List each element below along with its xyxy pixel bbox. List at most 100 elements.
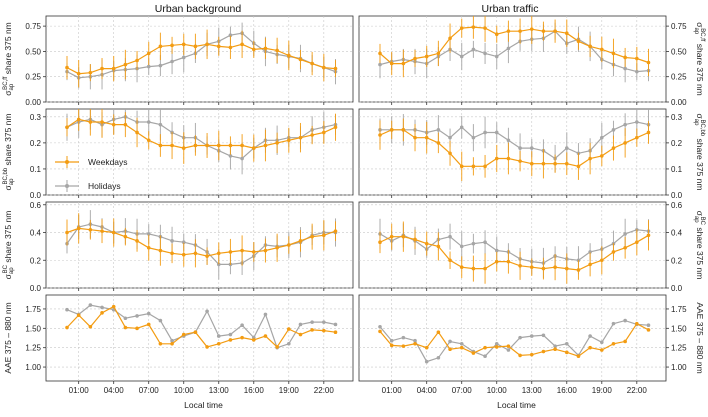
panel-frame (45, 201, 354, 289)
data-point-weekdays (135, 130, 139, 135)
data-point-holidays (541, 333, 546, 338)
data-point-weekdays (494, 259, 499, 264)
data-point-holidays (158, 122, 163, 127)
y-tick-label: 1.00 (25, 363, 41, 372)
data-point-weekdays (170, 43, 174, 48)
data-point-weekdays (378, 240, 382, 245)
data-point-weekdays (216, 143, 221, 148)
data-point-weekdays (88, 324, 93, 329)
x-axis-label: Local time (497, 400, 536, 410)
data-point-holidays (564, 146, 569, 150)
data-point-weekdays (275, 48, 279, 53)
data-point-weekdays (76, 226, 81, 231)
series-line-weekdays (66, 118, 336, 149)
data-point-holidays (635, 120, 639, 124)
data-point-weekdays (413, 342, 417, 346)
data-point-weekdays (181, 252, 186, 257)
data-point-holidays (646, 323, 651, 328)
series-line-weekdays (379, 234, 649, 271)
data-point-weekdays (310, 234, 314, 239)
data-point-weekdays (529, 27, 534, 31)
data-point-weekdays (275, 245, 279, 250)
series-line-weekdays (66, 305, 336, 348)
data-point-weekdays (205, 254, 209, 258)
data-point-weekdays (541, 29, 546, 33)
legend-marker (65, 160, 69, 164)
data-point-weekdays (506, 259, 511, 264)
data-point-weekdays (111, 230, 116, 235)
y-tick-label: 1.50 (671, 324, 687, 333)
data-point-weekdays (436, 141, 441, 145)
data-point-weekdays (216, 251, 221, 256)
data-point-weekdays (389, 234, 394, 239)
data-point-holidays (181, 55, 186, 60)
data-point-weekdays (65, 230, 69, 235)
data-point-weekdays (541, 349, 546, 354)
data-point-weekdays (518, 264, 522, 268)
data-point-weekdays (553, 29, 557, 33)
y-axis-label: σapBC share 375 nm (693, 211, 705, 280)
data-point-weekdays (251, 250, 256, 254)
data-point-weekdays (322, 65, 326, 70)
data-point-holidays (471, 47, 476, 52)
data-point-weekdays (564, 31, 569, 35)
data-point-weekdays (611, 250, 616, 254)
data-point-holidays (494, 248, 499, 253)
data-point-weekdays (588, 44, 592, 49)
x-tick-label: 22:00 (627, 386, 648, 395)
data-point-weekdays (599, 154, 604, 158)
data-point-holidays (529, 334, 534, 338)
data-point-weekdays (181, 332, 186, 337)
data-point-weekdays (553, 265, 557, 269)
data-point-weekdays (389, 128, 394, 132)
data-point-holidays (146, 232, 151, 236)
data-point-holidays (436, 128, 441, 132)
data-point-holidays (483, 130, 487, 135)
data-point-weekdays (310, 328, 314, 332)
data-point-weekdays (378, 133, 382, 137)
data-point-weekdays (286, 327, 291, 331)
y-tick-label: 0.2 (671, 256, 683, 265)
data-point-holidays (459, 244, 464, 249)
data-point-holidays (146, 64, 151, 69)
data-point-weekdays (181, 42, 186, 47)
y-tick-label: 0.2 (30, 139, 42, 148)
series-line-holidays (66, 32, 336, 79)
data-point-weekdays (228, 45, 233, 50)
data-point-weekdays (146, 138, 151, 143)
series-line-weekdays (66, 43, 336, 75)
x-tick-label: 13:00 (522, 386, 543, 395)
data-point-weekdays (635, 321, 639, 326)
data-point-holidays (205, 309, 209, 314)
y-axis-label: σapBC,bb share 375 nm (3, 114, 15, 191)
data-point-weekdays (576, 354, 581, 359)
data-point-holidays (623, 66, 627, 71)
data-point-weekdays (459, 265, 464, 269)
y-tick-label: 0.1 (30, 165, 42, 174)
data-point-weekdays (76, 117, 81, 122)
data-point-holidays (588, 250, 592, 254)
data-point-weekdays (599, 47, 604, 52)
data-point-weekdays (298, 239, 303, 243)
series-line-holidays (66, 223, 336, 265)
data-point-weekdays (135, 239, 139, 243)
y-tick-label: 0.2 (671, 139, 683, 148)
data-point-weekdays (170, 342, 174, 346)
data-point-weekdays (123, 325, 128, 330)
data-point-holidays (436, 355, 441, 360)
panel-title-urban-background: Urban background (155, 3, 242, 15)
data-point-holidays (333, 322, 338, 327)
data-point-weekdays (483, 164, 487, 169)
x-tick-label: 16:00 (244, 386, 265, 395)
data-point-weekdays (483, 26, 487, 30)
x-tick-label: 19:00 (592, 386, 613, 395)
data-point-weekdays (158, 143, 163, 148)
series-line-weekdays (66, 227, 336, 257)
data-point-weekdays (564, 161, 569, 166)
panel-title-urban-traffic: Urban traffic (482, 3, 539, 15)
data-point-weekdays (298, 332, 303, 337)
data-point-weekdays (564, 266, 569, 271)
data-point-holidays (588, 334, 592, 338)
series-line-holidays (379, 229, 649, 264)
